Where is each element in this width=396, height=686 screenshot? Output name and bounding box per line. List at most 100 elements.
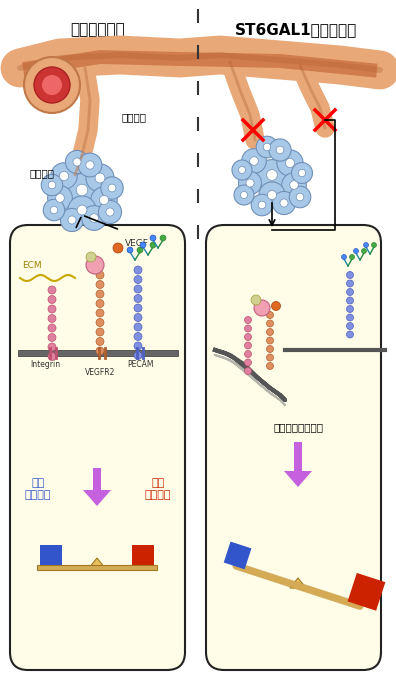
Circle shape xyxy=(56,193,64,202)
Circle shape xyxy=(89,213,98,222)
Circle shape xyxy=(234,185,254,205)
Circle shape xyxy=(113,243,123,253)
Circle shape xyxy=(238,167,246,174)
Bar xyxy=(348,573,385,611)
Circle shape xyxy=(134,304,142,312)
Circle shape xyxy=(96,338,104,346)
Circle shape xyxy=(48,333,56,342)
Circle shape xyxy=(298,169,306,177)
Circle shape xyxy=(140,242,146,248)
Circle shape xyxy=(48,186,72,211)
Circle shape xyxy=(48,324,56,332)
Circle shape xyxy=(289,186,311,208)
Circle shape xyxy=(263,143,271,151)
Circle shape xyxy=(256,137,278,158)
Circle shape xyxy=(254,300,270,316)
Text: 野生型マウス: 野生型マウス xyxy=(70,22,126,37)
Circle shape xyxy=(127,247,133,253)
Circle shape xyxy=(108,184,116,192)
Circle shape xyxy=(43,199,65,221)
Circle shape xyxy=(99,200,122,224)
Text: VEGFR2: VEGFR2 xyxy=(85,368,115,377)
Circle shape xyxy=(251,194,273,216)
Circle shape xyxy=(96,290,104,298)
Circle shape xyxy=(259,182,285,208)
Circle shape xyxy=(24,57,80,113)
Circle shape xyxy=(86,164,114,192)
Circle shape xyxy=(250,156,258,165)
Circle shape xyxy=(48,353,56,361)
Circle shape xyxy=(34,67,70,103)
Circle shape xyxy=(240,191,248,198)
Circle shape xyxy=(242,149,267,174)
Circle shape xyxy=(134,323,142,331)
Circle shape xyxy=(350,255,354,259)
Circle shape xyxy=(371,242,377,248)
Circle shape xyxy=(267,354,274,361)
Circle shape xyxy=(48,305,56,313)
Circle shape xyxy=(134,294,142,303)
Circle shape xyxy=(65,150,89,174)
Circle shape xyxy=(244,325,251,332)
Circle shape xyxy=(244,316,251,324)
Circle shape xyxy=(86,161,94,169)
Circle shape xyxy=(267,311,274,318)
Circle shape xyxy=(244,333,251,340)
Circle shape xyxy=(246,179,254,187)
Circle shape xyxy=(48,296,56,303)
Circle shape xyxy=(267,362,274,370)
Circle shape xyxy=(96,300,104,307)
Circle shape xyxy=(65,174,99,206)
Circle shape xyxy=(238,172,261,195)
Polygon shape xyxy=(290,578,306,588)
Circle shape xyxy=(277,150,303,176)
Text: Integrin: Integrin xyxy=(30,360,60,369)
Circle shape xyxy=(134,342,142,350)
Circle shape xyxy=(346,314,354,321)
Circle shape xyxy=(86,256,104,274)
Text: PECAM: PECAM xyxy=(127,360,153,369)
Circle shape xyxy=(267,329,274,335)
Polygon shape xyxy=(284,442,312,487)
Circle shape xyxy=(272,191,295,215)
Circle shape xyxy=(267,346,274,353)
Circle shape xyxy=(76,185,88,196)
Circle shape xyxy=(82,206,107,230)
Circle shape xyxy=(48,181,56,189)
Circle shape xyxy=(257,160,287,191)
Circle shape xyxy=(101,177,123,199)
Circle shape xyxy=(276,146,284,154)
Circle shape xyxy=(364,242,369,248)
Circle shape xyxy=(96,328,104,336)
Circle shape xyxy=(134,333,142,340)
Circle shape xyxy=(267,169,277,180)
Circle shape xyxy=(106,208,114,216)
Circle shape xyxy=(341,255,346,259)
Text: ECM: ECM xyxy=(22,261,42,270)
Text: 腫瘍細胞: 腫瘍細胞 xyxy=(30,168,55,178)
Circle shape xyxy=(251,295,261,305)
Circle shape xyxy=(269,139,291,161)
Circle shape xyxy=(272,302,280,311)
Circle shape xyxy=(346,297,354,304)
Circle shape xyxy=(160,235,166,241)
Text: 調節不全シグナル: 調節不全シグナル xyxy=(273,422,323,432)
Circle shape xyxy=(258,201,266,209)
Circle shape xyxy=(346,305,354,313)
Circle shape xyxy=(77,205,87,215)
Circle shape xyxy=(95,173,105,183)
Circle shape xyxy=(346,322,354,329)
Circle shape xyxy=(73,158,81,166)
FancyBboxPatch shape xyxy=(10,225,185,670)
Circle shape xyxy=(48,343,56,351)
Circle shape xyxy=(78,153,102,177)
Circle shape xyxy=(96,271,104,279)
Circle shape xyxy=(150,235,156,241)
FancyBboxPatch shape xyxy=(206,225,381,670)
Circle shape xyxy=(59,172,69,180)
Circle shape xyxy=(362,248,367,254)
Circle shape xyxy=(96,347,104,355)
Circle shape xyxy=(134,266,142,274)
Circle shape xyxy=(41,174,63,196)
Circle shape xyxy=(86,252,96,262)
